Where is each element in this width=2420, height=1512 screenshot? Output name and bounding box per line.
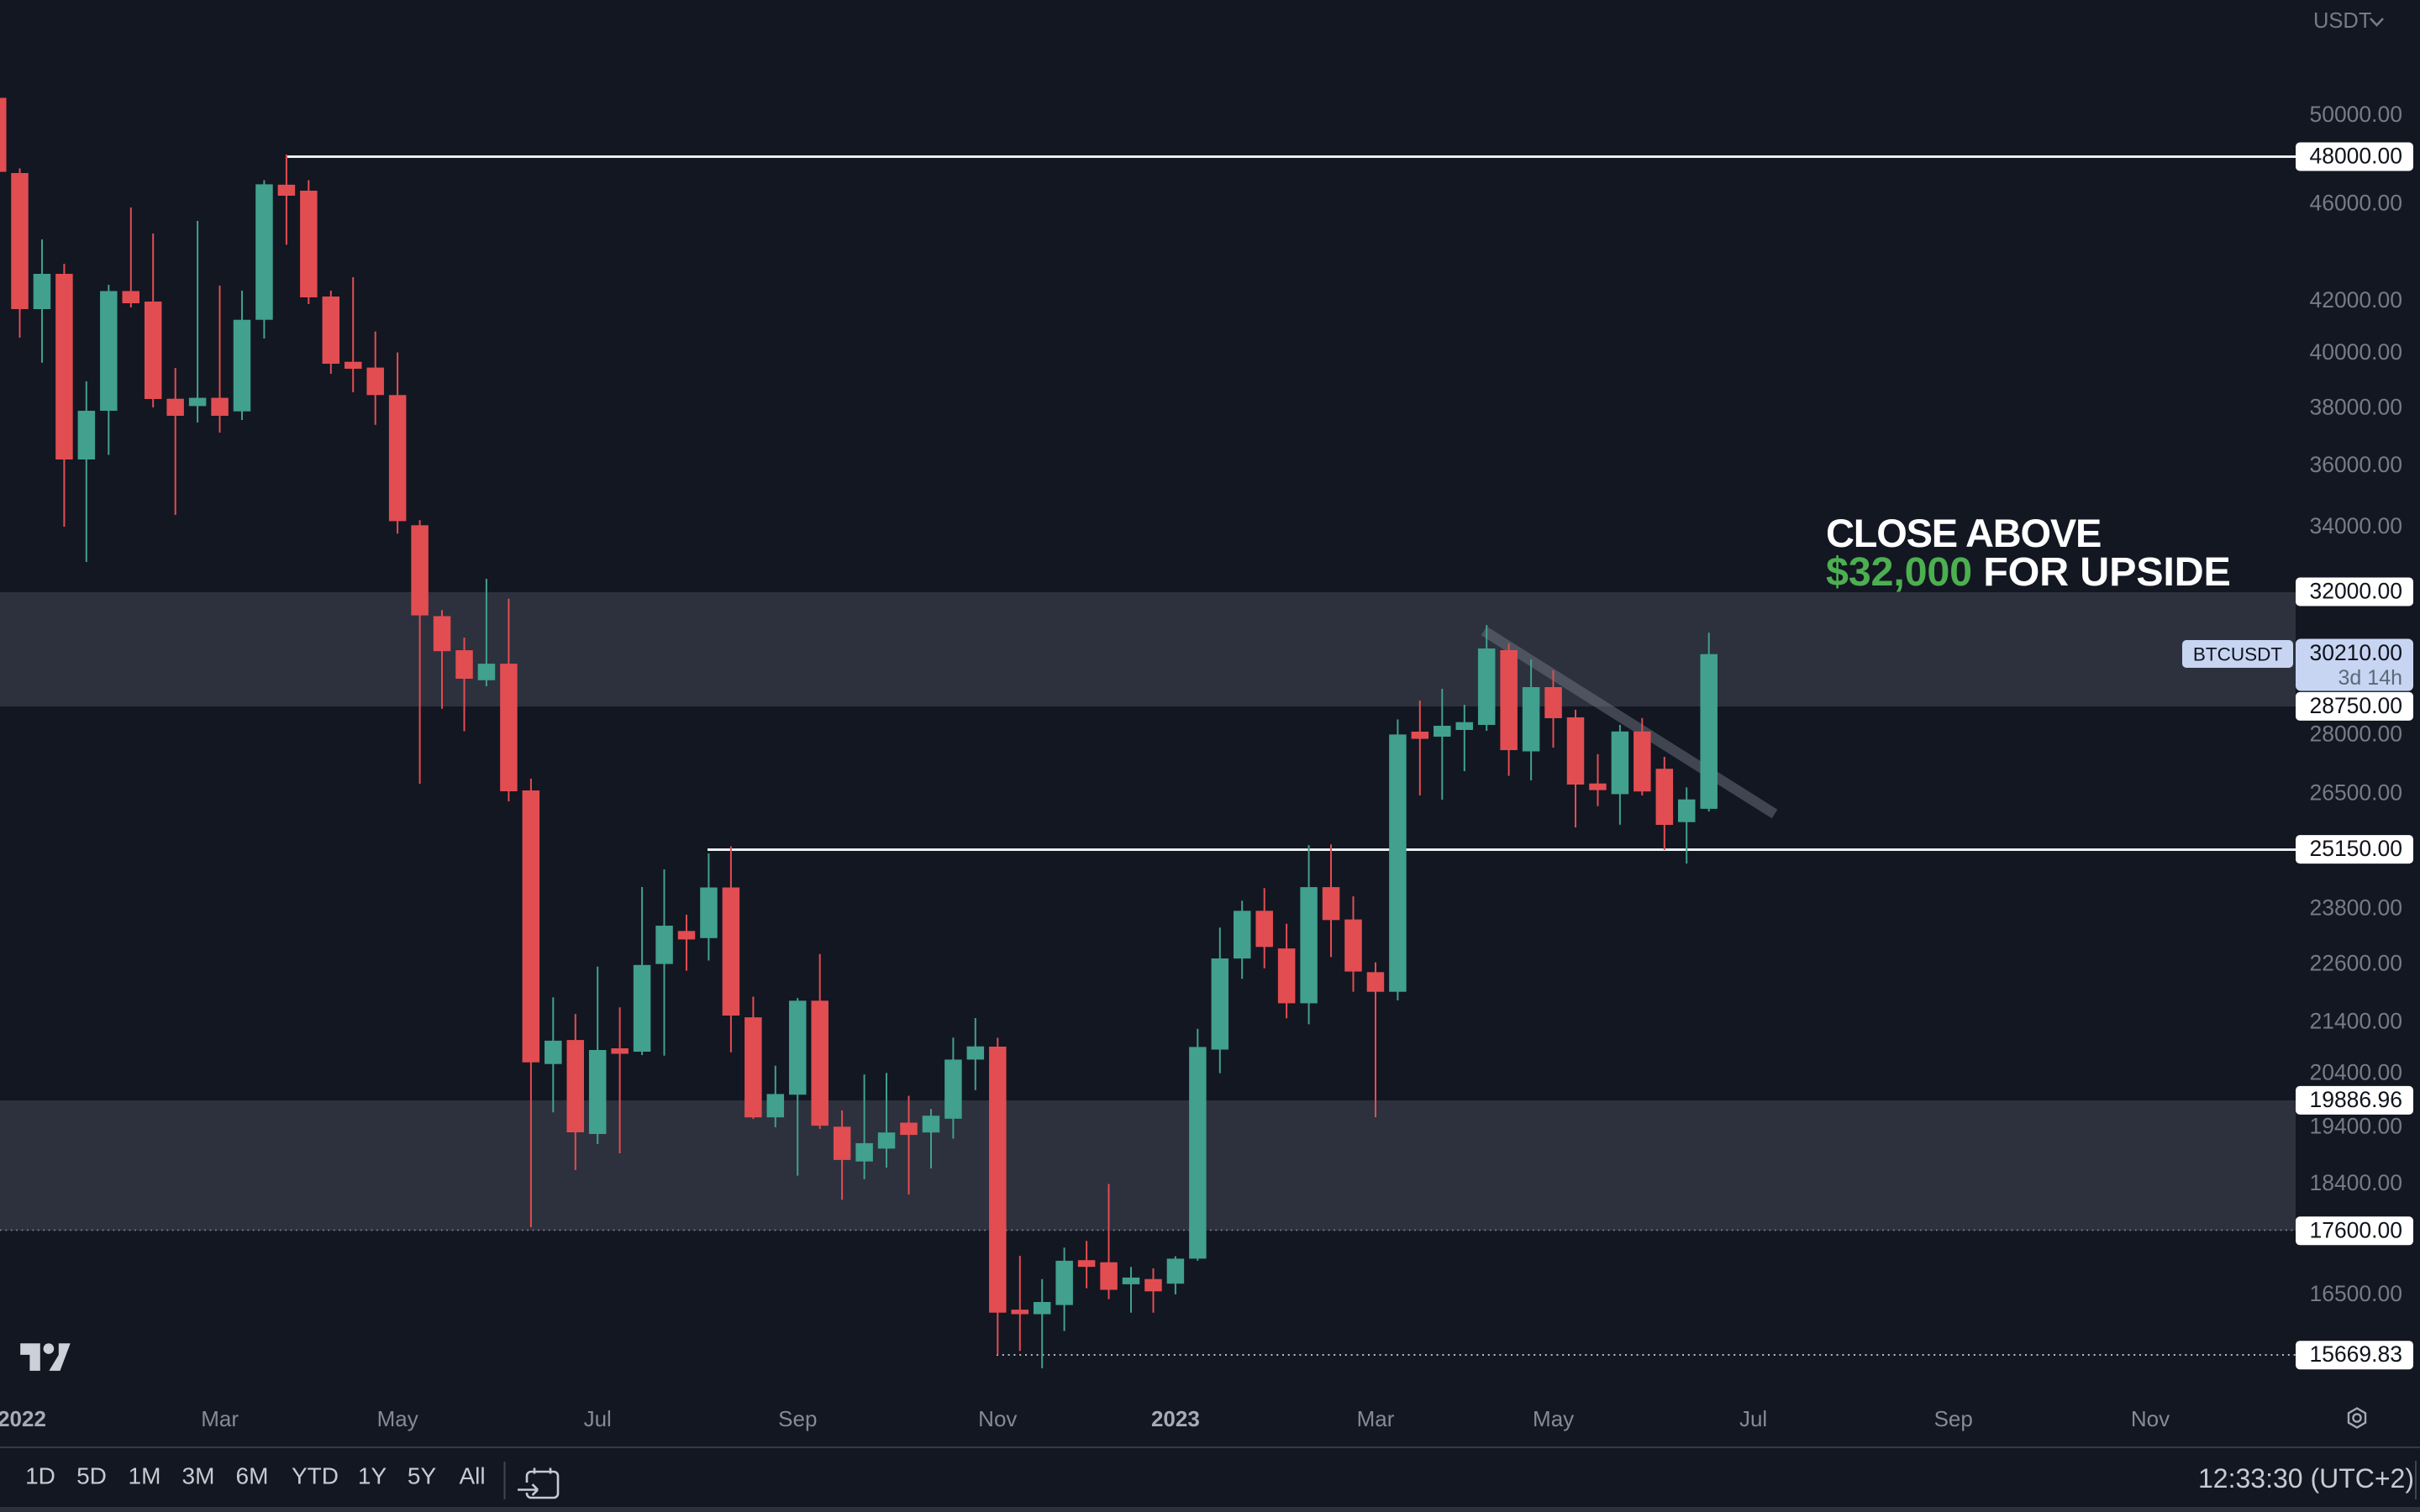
svg-text:19400.00: 19400.00 [2309,1113,2402,1138]
svg-text:Sep: Sep [778,1406,817,1431]
svg-text:$32,000 FOR UPSIDE: $32,000 FOR UPSIDE [1826,549,2231,595]
svg-text:36000.00: 36000.00 [2309,452,2402,477]
svg-text:5D: 5D [76,1463,107,1489]
svg-text:38000.00: 38000.00 [2309,394,2402,419]
svg-text:Nov: Nov [978,1406,1017,1431]
svg-text:23800.00: 23800.00 [2309,895,2402,920]
svg-text:All: All [459,1463,485,1489]
svg-text:50000.00: 50000.00 [2309,102,2402,127]
svg-text:17600.00: 17600.00 [2309,1217,2402,1242]
svg-text:20400.00: 20400.00 [2309,1059,2402,1084]
svg-text:22600.00: 22600.00 [2309,950,2402,975]
svg-text:18400.00: 18400.00 [2309,1170,2402,1195]
svg-text:15669.83: 15669.83 [2309,1341,2402,1367]
svg-text:1D: 1D [25,1463,55,1489]
svg-text:Mar: Mar [1357,1406,1395,1431]
svg-text:1M: 1M [129,1463,161,1489]
svg-text:25150.00: 25150.00 [2309,836,2402,861]
svg-text:Mar: Mar [201,1406,239,1431]
svg-text:21400.00: 21400.00 [2309,1009,2402,1034]
svg-text:1Y: 1Y [358,1463,387,1489]
svg-text:USDT: USDT [2313,9,2371,33]
svg-text:30210.00: 30210.00 [2309,640,2402,665]
svg-text:12:33:30 (UTC+2): 12:33:30 (UTC+2) [2198,1463,2414,1494]
svg-text:28750.00: 28750.00 [2309,693,2402,718]
svg-text:46000.00: 46000.00 [2309,191,2402,216]
svg-text:16500.00: 16500.00 [2309,1281,2402,1306]
svg-text:May: May [377,1406,418,1431]
svg-text:Nov: Nov [2131,1406,2170,1431]
svg-text:Jul: Jul [584,1406,612,1431]
svg-text:Jul: Jul [1739,1406,1767,1431]
svg-text:BTCUSDT: BTCUSDT [2193,644,2283,665]
svg-text:Sep: Sep [1934,1406,1973,1431]
svg-text:5Y: 5Y [408,1463,437,1489]
svg-text:28000.00: 28000.00 [2309,721,2402,746]
svg-text:32000.00: 32000.00 [2309,579,2402,604]
svg-text:40000.00: 40000.00 [2309,339,2402,365]
svg-text:6M: 6M [236,1463,269,1489]
svg-text:3d 14h: 3d 14h [2338,666,2402,690]
svg-text:19886.96: 19886.96 [2309,1087,2402,1112]
svg-text:2022: 2022 [0,1406,46,1431]
svg-text:3M: 3M [182,1463,215,1489]
svg-text:CLOSE ABOVE: CLOSE ABOVE [1826,511,2101,555]
svg-text:2023: 2023 [1151,1406,1200,1431]
svg-text:26500.00: 26500.00 [2309,780,2402,806]
svg-text:May: May [1533,1406,1574,1431]
svg-text:34000.00: 34000.00 [2309,513,2402,538]
svg-text:YTD: YTD [292,1463,339,1489]
svg-text:48000.00: 48000.00 [2309,144,2402,169]
svg-text:42000.00: 42000.00 [2309,287,2402,312]
